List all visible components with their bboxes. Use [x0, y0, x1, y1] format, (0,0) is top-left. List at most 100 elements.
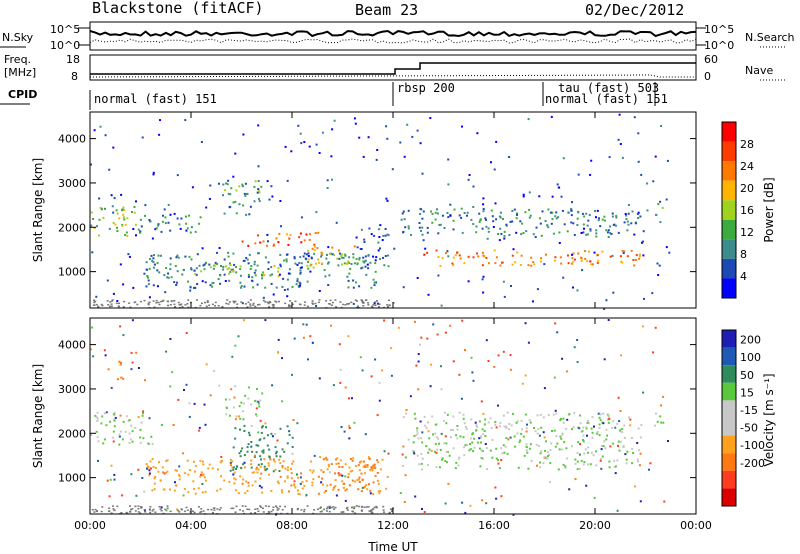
- echo-cell: [476, 441, 479, 444]
- scatter-cell: [178, 465, 181, 468]
- echo-cell: [352, 279, 355, 282]
- scatter-cell: [505, 223, 508, 226]
- echo-cell: [166, 276, 169, 279]
- echo-cell: [153, 488, 156, 491]
- scatter-cell: [377, 302, 380, 305]
- echo-cell: [122, 420, 125, 423]
- echo-cell: [254, 480, 257, 483]
- ground-scatter-cell: [300, 509, 303, 511]
- echo-cell: [299, 272, 302, 275]
- ground-scatter-cell: [200, 302, 203, 305]
- scatter-cell: [152, 171, 155, 174]
- scatter-cell: [347, 335, 350, 338]
- scatter-cell: [97, 459, 99, 462]
- ground-scatter-cell: [249, 512, 252, 514]
- echo-cell: [258, 200, 261, 203]
- echo-cell: [430, 449, 433, 452]
- echo-cell: [128, 442, 131, 444]
- ground-scatter-cell: [110, 303, 113, 305]
- echo-cell: [309, 233, 311, 236]
- echo-cell: [481, 227, 484, 230]
- scatter-cell: [290, 150, 293, 153]
- ground-scatter-cell: [272, 509, 275, 511]
- scatter-cell: [204, 423, 207, 426]
- ground-scatter-cell: [354, 299, 357, 301]
- echo-cell: [299, 256, 302, 259]
- scatter-cell: [167, 203, 170, 206]
- echo-cell: [244, 492, 247, 495]
- echo-cell: [152, 284, 155, 287]
- echo-cell: [621, 431, 624, 434]
- scatter-cell: [654, 155, 657, 158]
- scatter-cell: [440, 388, 443, 391]
- scatter-cell: [165, 350, 168, 353]
- echo-cell: [372, 466, 375, 469]
- scatter-cell: [169, 338, 172, 340]
- ground-scatter-cell: [192, 510, 194, 512]
- scatter-cell: [267, 240, 269, 243]
- scatter-cell: [646, 209, 649, 212]
- echo-cell: [505, 427, 508, 430]
- echo-cell: [612, 420, 615, 423]
- echo-cell: [530, 256, 533, 259]
- ground-scatter-cell: [353, 507, 356, 510]
- echo-cell: [630, 222, 633, 225]
- echo-cell: [523, 454, 526, 457]
- echo-cell: [536, 432, 539, 435]
- echo-cell: [261, 392, 264, 395]
- echo-cell: [353, 262, 356, 265]
- echo-cell: [497, 233, 499, 235]
- x-tick-label: 04:00: [175, 519, 207, 532]
- ground-scatter-cell: [110, 300, 113, 302]
- echo-cell: [540, 257, 543, 260]
- colorbar-tick-label: -100: [740, 439, 765, 452]
- echo-cell: [537, 445, 540, 447]
- ground-scatter-cell: [218, 509, 221, 511]
- echo-cell: [314, 232, 317, 234]
- echo-cell: [585, 212, 588, 215]
- power-echoes: [90, 113, 671, 310]
- echo-cell: [420, 468, 423, 471]
- echo-cell: [112, 221, 115, 224]
- scatter-cell: [405, 409, 408, 411]
- echo-cell: [274, 446, 277, 449]
- scatter-cell: [391, 168, 394, 171]
- colorbar-segment: [722, 122, 736, 142]
- scatter-cell: [278, 273, 281, 276]
- ground-scatter-cell: [134, 510, 137, 512]
- echo-cell: [162, 488, 165, 491]
- ground-scatter-cell: [372, 304, 375, 306]
- scatter-cell: [109, 478, 112, 481]
- echo-cell: [341, 466, 344, 468]
- scatter-cell: [461, 501, 464, 504]
- echo-cell: [232, 268, 234, 271]
- ground-scatter-cell: [297, 507, 299, 510]
- echo-cell: [570, 221, 573, 224]
- echo-cell: [158, 461, 160, 464]
- colorbar-tick-label: 20: [740, 182, 754, 195]
- scatter-cell: [634, 485, 636, 488]
- echo-cell: [595, 232, 598, 235]
- ground-scatter-cell: [350, 301, 353, 304]
- echo-cell: [327, 261, 330, 264]
- scatter-cell: [327, 246, 330, 249]
- echo-cell: [466, 444, 469, 447]
- scatter-cell: [328, 471, 331, 474]
- ground-scatter-cell: [342, 511, 345, 513]
- ground-scatter-cell: [357, 305, 359, 307]
- scatter-cell: [135, 200, 137, 203]
- echo-cell: [202, 264, 205, 267]
- beam-title: Beam 23: [355, 1, 419, 19]
- scatter-cell: [188, 415, 191, 418]
- ground-scatter-cell: [353, 512, 356, 514]
- echo-cell: [487, 227, 490, 230]
- scatter-cell: [272, 293, 275, 296]
- scatter-cell: [378, 381, 381, 384]
- ground-scatter-cell: [93, 304, 96, 306]
- echo-cell: [438, 224, 441, 226]
- scatter-cell: [161, 424, 163, 426]
- ground-scatter-cell: [214, 305, 216, 307]
- scatter-cell: [175, 256, 178, 259]
- echo-cell: [288, 237, 291, 240]
- echo-cell: [224, 189, 227, 192]
